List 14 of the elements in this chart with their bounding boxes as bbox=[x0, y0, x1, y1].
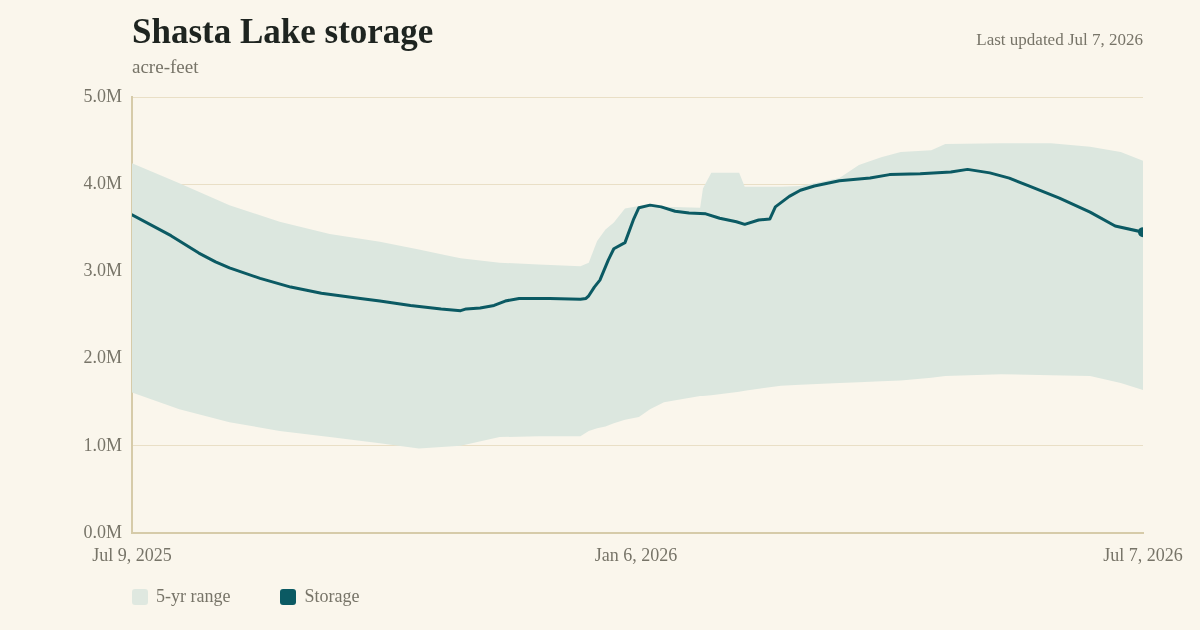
legend-label: Storage bbox=[304, 586, 360, 607]
y-tick-label: 2.0M bbox=[83, 347, 122, 368]
y-tick-label: 1.0M bbox=[83, 434, 122, 455]
text: Last updated Jul 7, 2026 bbox=[976, 30, 1143, 50]
y-tick-label: 3.0M bbox=[83, 260, 122, 281]
x-tick-label: Jan 6, 2026 bbox=[594, 544, 678, 565]
legend-label: 5-yr range bbox=[156, 586, 231, 607]
x-tick-label: Jul 9, 2025 bbox=[92, 544, 172, 565]
y-tick-label: 4.0M bbox=[83, 172, 122, 193]
x-tick-label: Jul 7, 2026 bbox=[1103, 544, 1183, 565]
y-tick-label: 0.0M bbox=[83, 521, 122, 542]
y-tick-label: 5.0M bbox=[83, 85, 122, 106]
chart-subtitle: acre-feet bbox=[132, 56, 199, 78]
chart-title: Shasta Lake storage bbox=[132, 12, 434, 52]
